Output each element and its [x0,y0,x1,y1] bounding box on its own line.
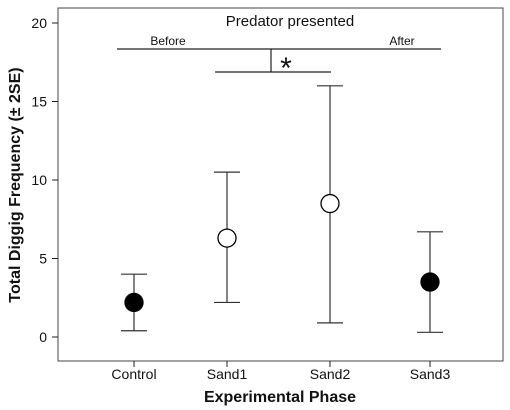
error-bar-control [121,273,147,332]
x-tick-label: Control [111,366,156,382]
error-bar-sand3 [417,231,443,333]
error-bar-sand1 [214,171,240,304]
y-tick-label: 10 [31,172,47,188]
y-tick-label: 15 [31,94,47,110]
y-axis: 0 5 10 15 20 [31,15,58,345]
error-bar-sand2 [317,85,343,324]
annotations: Predator presented Before After * [117,13,441,85]
y-axis-title: Total Diggig Frequency (± 2SE) [7,67,24,302]
before-label: Before [150,34,186,48]
data-marks [121,85,443,333]
predator-presented-label: Predator presented [226,13,354,30]
mean-marker [320,193,340,214]
mean-marker [217,228,237,248]
significance-asterisk: * [280,52,292,85]
x-tick-label: Sand2 [310,366,351,382]
after-label: After [389,34,414,48]
x-axis-title: Experimental Phase [204,389,356,406]
x-tick-label: Sand1 [207,366,248,382]
mean-marker [124,292,144,313]
y-tick-label: 20 [31,15,47,31]
y-tick-label: 5 [39,251,47,267]
mean-marker [420,272,440,292]
x-tick-label: Sand3 [410,366,451,382]
y-tick-label: 0 [39,329,47,345]
x-axis: Control Sand1 Sand2 Sand3 [111,361,450,382]
